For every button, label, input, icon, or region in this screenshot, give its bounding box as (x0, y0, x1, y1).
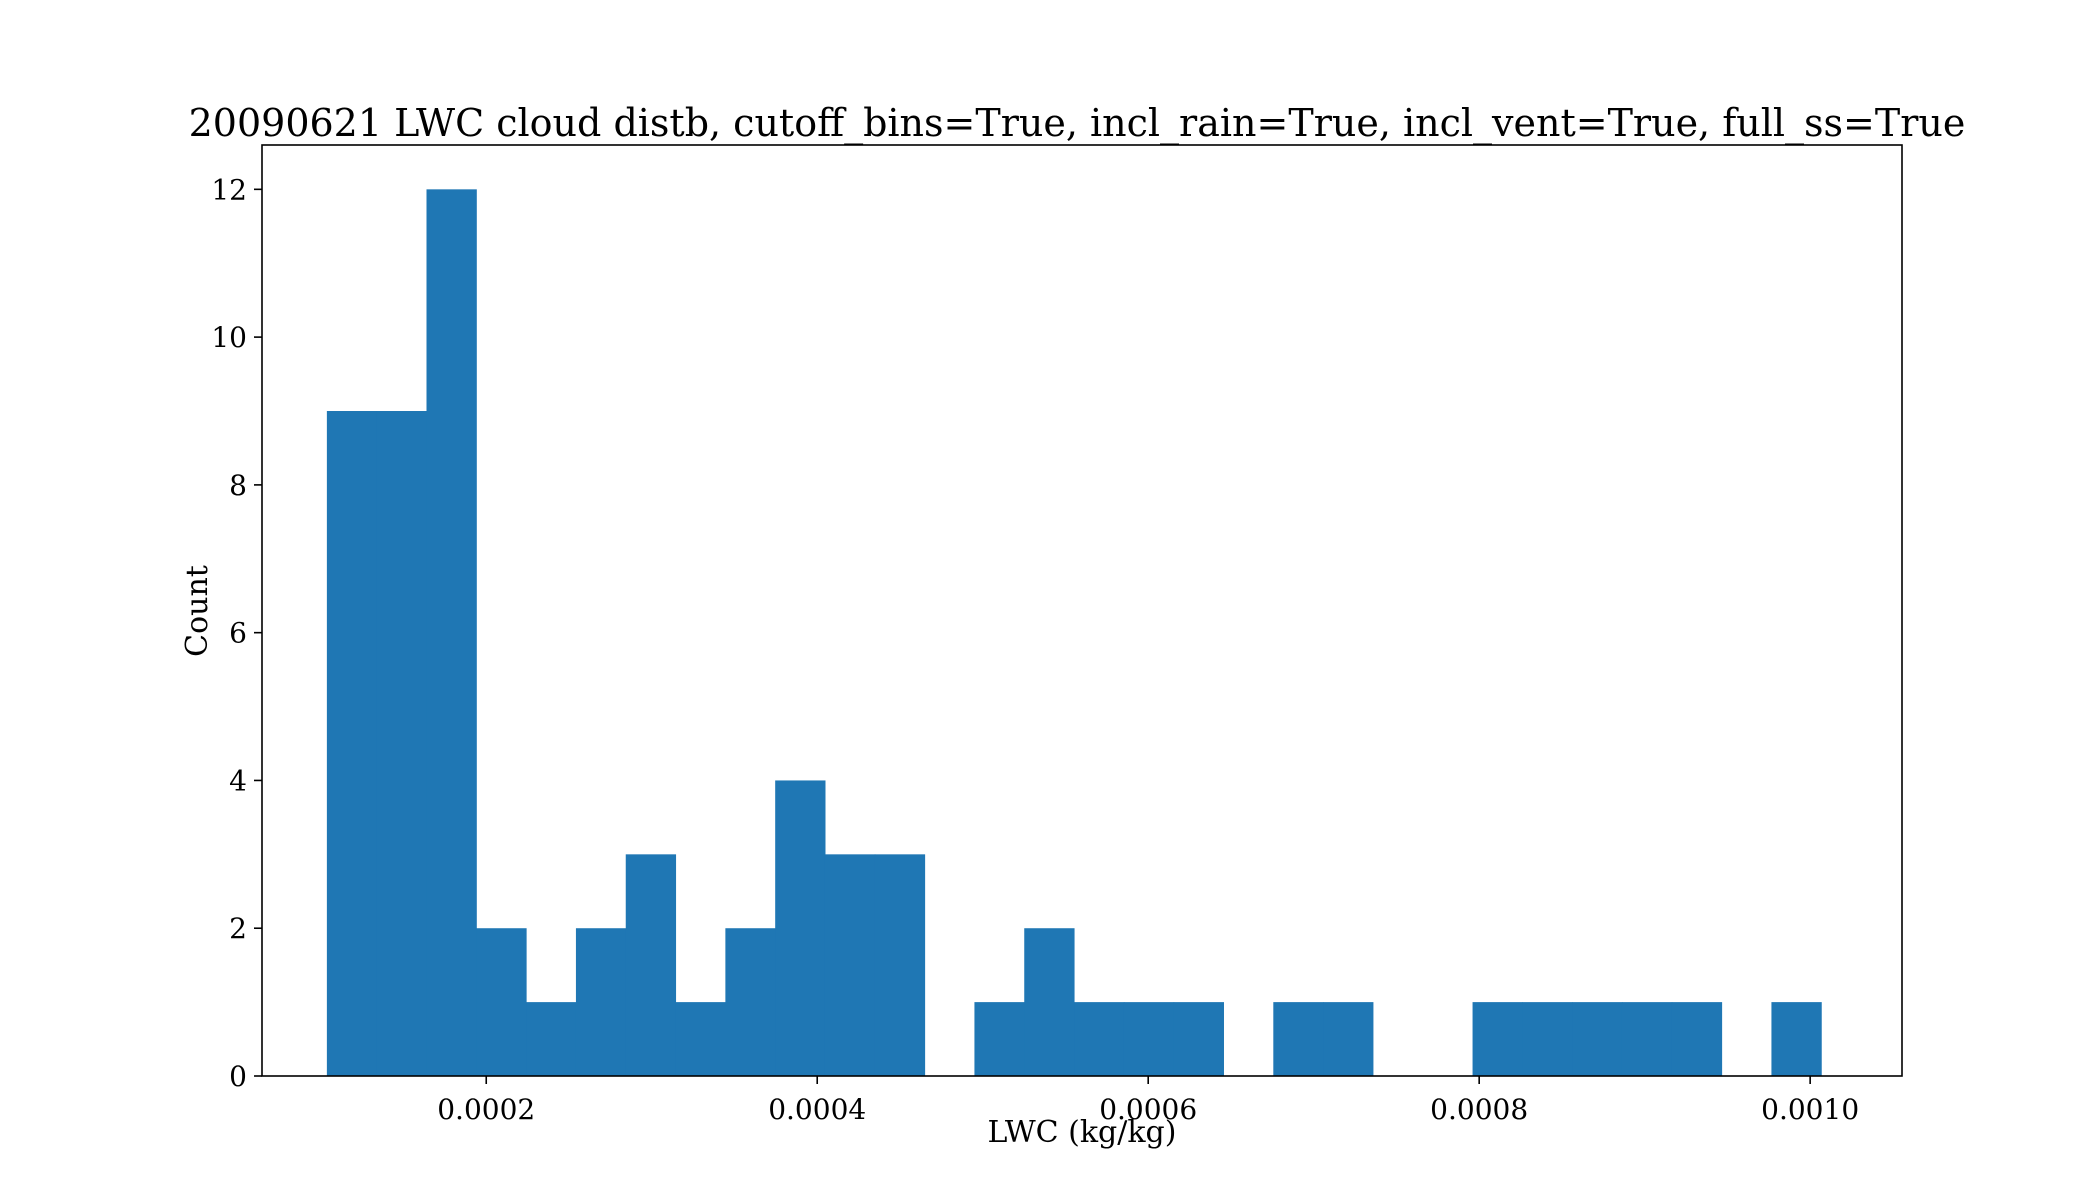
histogram-bar-10 (824, 854, 876, 1076)
x-tick-label: 0.0004 (768, 1093, 866, 1126)
histogram-bar-24 (1522, 1002, 1573, 1076)
y-tick-label: 10 (211, 321, 247, 354)
histogram-bar-2 (426, 189, 477, 1077)
x-axis-label: LWC (kg/kg) (988, 1115, 1177, 1150)
y-axis-ticks: 0 2 4 6 8 10 12 (211, 173, 262, 1093)
histogram-bar-11 (874, 854, 926, 1076)
histogram-bar-27 (1671, 1002, 1723, 1076)
y-tick-label: 0 (229, 1060, 247, 1093)
x-axis-ticks: 0.0002 0.0004 0.0006 0.0008 0.0010 (437, 1076, 1859, 1126)
y-axis-label: Count (180, 565, 215, 657)
histogram-bar-0 (326, 411, 378, 1076)
histogram-bar-4 (526, 1002, 577, 1076)
histogram-bar-19 (1273, 1002, 1324, 1076)
x-tick-label: 0.0008 (1430, 1093, 1528, 1126)
x-tick-label: 0.0006 (1099, 1093, 1197, 1126)
histogram-bar-3 (476, 928, 527, 1076)
x-tick-label: 0.0010 (1761, 1093, 1859, 1126)
y-tick-label: 4 (229, 764, 247, 797)
histogram-bar-29 (1771, 1002, 1822, 1076)
histogram-bar-9 (775, 780, 826, 1076)
chart-title: 20090621 LWC cloud distb, cutoff_bins=Tr… (189, 101, 1966, 146)
histogram-bar-23 (1472, 1002, 1523, 1076)
histogram-bars (326, 189, 1822, 1077)
y-tick-label: 8 (229, 469, 247, 502)
histogram-bar-25 (1572, 1002, 1623, 1076)
histogram-bar-5 (575, 928, 627, 1076)
x-tick-label: 0.0002 (437, 1093, 535, 1126)
histogram-bar-16 (1123, 1002, 1175, 1076)
histogram-bar-8 (725, 928, 776, 1076)
histogram-bar-15 (1074, 1002, 1125, 1076)
histogram-bar-14 (1024, 928, 1075, 1076)
histogram-bar-1 (376, 411, 427, 1076)
histogram-bar-26 (1621, 1002, 1673, 1076)
y-tick-label: 2 (229, 912, 247, 945)
histogram-bar-13 (974, 1002, 1025, 1076)
plot-frame (261, 144, 1903, 1077)
histogram-bar-6 (625, 854, 677, 1076)
histogram-bar-17 (1173, 1002, 1224, 1076)
histogram-bar-20 (1323, 1002, 1374, 1076)
y-tick-label: 12 (211, 173, 247, 206)
y-tick-label: 6 (229, 617, 247, 650)
histogram-bar-7 (675, 1002, 726, 1076)
